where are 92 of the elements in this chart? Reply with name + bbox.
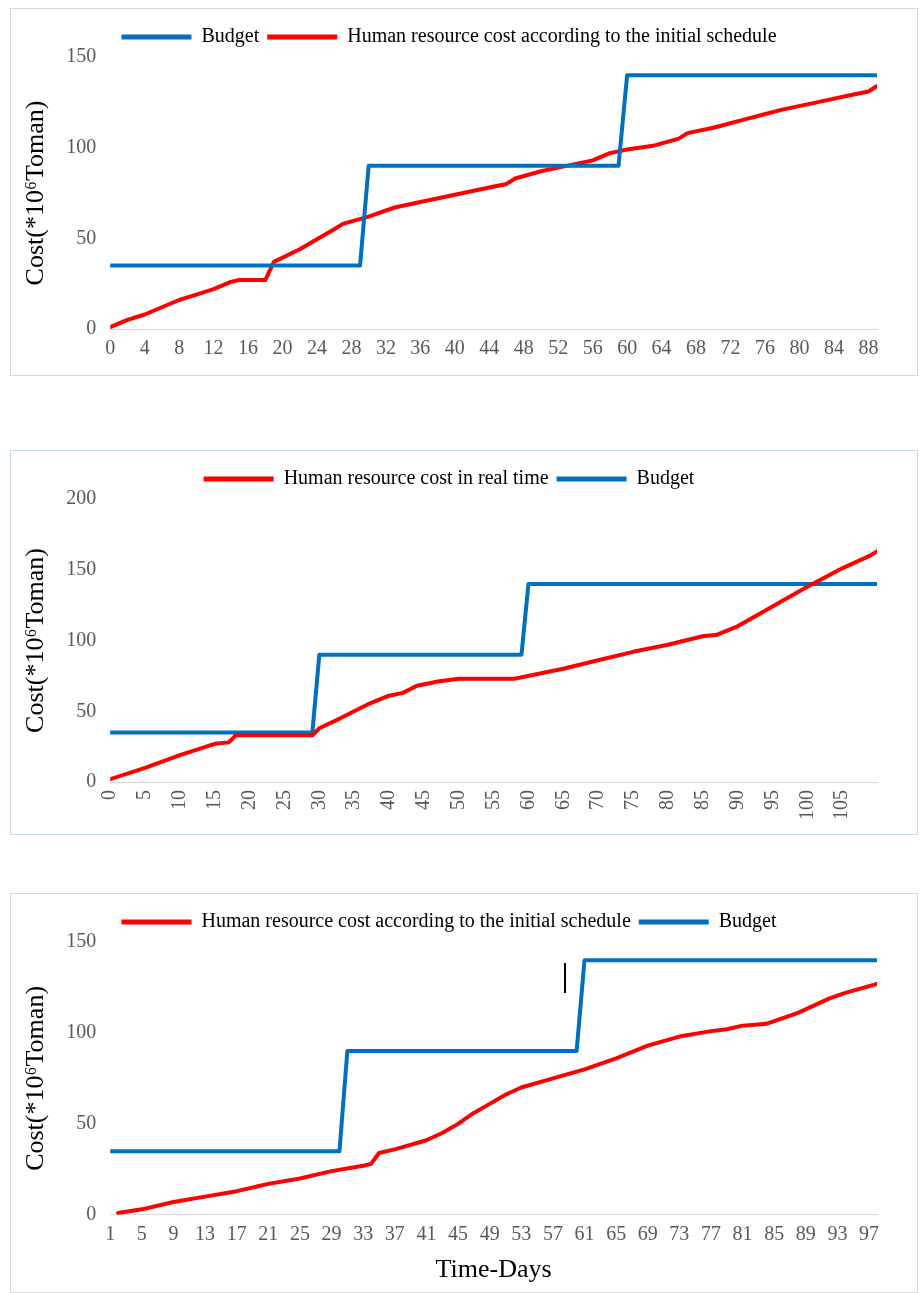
x-tick-label: 61 xyxy=(574,1222,595,1245)
x-tick-label: 25 xyxy=(289,1222,310,1245)
legend-label: Human resource cost according to the initial schedule xyxy=(347,24,777,48)
x-tick-label: 76 xyxy=(755,336,775,359)
x-tick-label: 40 xyxy=(444,336,465,359)
y-tick-label: 0 xyxy=(86,316,97,339)
x-tick-label: 32 xyxy=(375,336,396,359)
y-tick-label: 150 xyxy=(66,929,97,952)
x-tick-label: 1 xyxy=(105,1222,116,1245)
x-tick-label: 30 xyxy=(306,790,329,810)
x-tick-label: 16 xyxy=(238,336,259,359)
y-tick-label: 50 xyxy=(76,1111,97,1134)
x-tick-label: 17 xyxy=(226,1222,247,1245)
x-tick-label: 12 xyxy=(203,336,224,359)
y-axis-title: Cost(*10⁶Toman) xyxy=(20,985,50,1171)
x-tick-label: 48 xyxy=(513,336,534,359)
legend-label: Budget xyxy=(636,466,695,490)
x-tick-label: 29 xyxy=(321,1222,342,1245)
x-tick-label: 37 xyxy=(384,1222,405,1245)
legend-label: Human resource cost in real time xyxy=(283,466,549,489)
y-tick-label: 100 xyxy=(66,627,97,650)
x-tick-label: 70 xyxy=(585,790,608,810)
x-tick-label: 88 xyxy=(858,336,879,359)
x-tick-label: 53 xyxy=(511,1222,532,1245)
x-tick-label: 65 xyxy=(606,1222,627,1245)
y-tick-label: 0 xyxy=(86,1202,97,1225)
legend-label: Budget xyxy=(718,909,777,933)
x-tick-label: 41 xyxy=(416,1222,437,1245)
x-tick-label: 24 xyxy=(306,336,327,359)
x-tick-label: 73 xyxy=(669,1222,690,1245)
x-tick-label: 49 xyxy=(479,1222,500,1245)
x-tick-label: 36 xyxy=(410,336,431,359)
x-tick-label: 81 xyxy=(732,1222,753,1245)
x-tick-label: 52 xyxy=(548,336,569,359)
y-tick-label: 200 xyxy=(66,486,97,509)
x-tick-label: 77 xyxy=(700,1222,721,1245)
x-tick-label: 55 xyxy=(480,790,503,810)
x-tick-label: 90 xyxy=(724,790,747,810)
x-tick-label: 93 xyxy=(827,1222,848,1245)
x-tick-label: 5 xyxy=(132,790,155,800)
x-tick-label: 80 xyxy=(789,336,810,359)
x-tick-label: 20 xyxy=(236,790,259,810)
x-tick-label: 20 xyxy=(272,336,293,359)
y-axis-title: Cost(*10⁶Toman) xyxy=(20,548,50,733)
x-tick-label: 28 xyxy=(341,336,362,359)
legend-label: Human resource cost according to the initial schedule xyxy=(201,909,631,933)
x-tick-label: 105 xyxy=(829,790,852,820)
y-tick-label: 100 xyxy=(66,1020,97,1043)
x-tick-label: 85 xyxy=(764,1222,785,1245)
y-tick-label: 150 xyxy=(66,557,97,579)
y-tick-label: 100 xyxy=(66,134,97,157)
x-tick-label: 56 xyxy=(582,336,603,359)
x-tick-label: 95 xyxy=(759,790,782,810)
x-tick-label: 10 xyxy=(167,790,190,810)
x-tick-label: 85 xyxy=(689,790,712,810)
x-tick-label: 15 xyxy=(202,790,225,810)
x-tick-label: 89 xyxy=(795,1222,816,1245)
x-tick-label: 65 xyxy=(550,790,573,810)
x-tick-label: 0 xyxy=(105,336,116,359)
x-tick-label: 72 xyxy=(720,336,741,359)
y-tick-label: 50 xyxy=(76,698,97,721)
x-tick-label: 57 xyxy=(542,1222,563,1245)
x-tick-label: 35 xyxy=(341,790,364,810)
x-tick-label: 0 xyxy=(97,790,120,800)
y-tick-label: 50 xyxy=(76,225,97,248)
legend-label: Budget xyxy=(201,24,260,48)
x-tick-label: 5 xyxy=(136,1222,147,1245)
x-tick-label: 69 xyxy=(637,1222,658,1245)
x-tick-label: 100 xyxy=(794,790,817,820)
x-tick-label: 68 xyxy=(686,336,707,359)
x-tick-label: 84 xyxy=(823,336,844,359)
x-tick-label: 9 xyxy=(168,1222,179,1245)
x-tick-label: 44 xyxy=(479,336,500,359)
x-tick-label: 13 xyxy=(195,1222,216,1245)
x-tick-label: 45 xyxy=(448,1222,469,1245)
x-tick-label: 97 xyxy=(859,1222,880,1245)
x-tick-label: 50 xyxy=(446,790,468,810)
x-tick-label: 75 xyxy=(620,790,643,810)
x-tick-label: 40 xyxy=(376,790,399,810)
x-tick-label: 64 xyxy=(651,336,672,359)
x-tick-label: 4 xyxy=(139,336,150,359)
y-tick-label: 150 xyxy=(66,44,97,67)
x-tick-label: 60 xyxy=(515,790,538,810)
x-tick-label: 25 xyxy=(271,790,294,810)
x-tick-label: 8 xyxy=(174,336,185,359)
x-tick-label: 80 xyxy=(655,790,678,810)
x-tick-label: 21 xyxy=(258,1222,279,1245)
y-axis-title: Cost(*10⁶Toman) xyxy=(20,100,50,286)
x-tick-label: 33 xyxy=(353,1222,374,1245)
x-axis-title: Time-Days xyxy=(435,1254,552,1284)
x-tick-label: 60 xyxy=(617,336,638,359)
x-tick-label: 45 xyxy=(411,790,434,810)
